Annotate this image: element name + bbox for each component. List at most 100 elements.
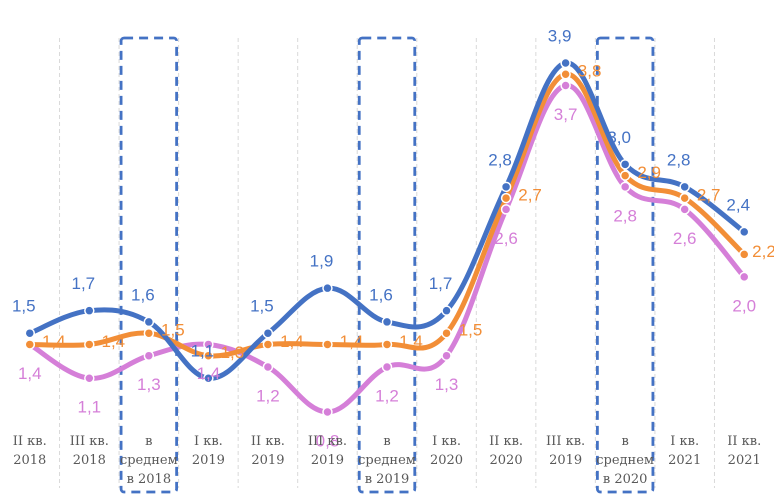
data-label-s0-9: 3,9 <box>548 26 572 45</box>
data-label-s1-2: 1,5 <box>161 321 185 340</box>
data-point-s1-5 <box>322 339 333 350</box>
data-point-s1-1 <box>84 339 95 350</box>
data-point-s1-2 <box>143 327 155 339</box>
data-point-s0-3 <box>203 372 214 384</box>
data-label-s0-1: 1,7 <box>71 274 95 293</box>
series-lines <box>27 60 747 415</box>
data-label-s2-7: 1,3 <box>435 375 459 394</box>
data-point-s2-4 <box>262 361 274 373</box>
data-label-s2-11: 2,6 <box>673 229 697 248</box>
data-label-s1-6: 1,4 <box>399 332 423 351</box>
x-tick-label-9: III кв. 2019 <box>546 434 585 468</box>
data-point-s1-6 <box>381 339 393 350</box>
data-point-s0-8 <box>500 181 512 193</box>
data-label-s0-2: 1,6 <box>131 285 155 304</box>
x-axis-tick-labels: II кв. 2018 III кв. 2018 в среднем в 2018 I кв.… <box>13 434 761 487</box>
data-point-s2-10 <box>619 181 631 193</box>
data-point-s1-4 <box>262 339 274 350</box>
data-point-s2-9 <box>560 80 571 91</box>
data-label-s2-1: 1,1 <box>77 398 101 417</box>
data-point-s0-12 <box>738 226 750 238</box>
x-tick-label-11: I кв. 2021 <box>668 434 701 468</box>
data-label-s0-6: 1,6 <box>369 285 393 304</box>
data-label-s2-4: 1,2 <box>256 386 280 405</box>
data-label-s2-2: 1,3 <box>137 375 161 394</box>
data-point-s2-6 <box>381 361 393 373</box>
data-label-s0-12: 2,4 <box>726 195 750 214</box>
data-label-s2-8: 2,6 <box>494 229 518 248</box>
data-label-s2-0: 1,4 <box>18 364 42 383</box>
x-tick-label-12: II кв. 2021 <box>727 434 761 468</box>
data-label-s1-8: 2,7 <box>518 186 542 205</box>
data-point-s2-5 <box>322 406 333 418</box>
data-point-s1-10 <box>619 170 631 181</box>
data-label-s1-4: 1,4 <box>280 332 304 351</box>
data-point-s0-11 <box>679 181 690 193</box>
data-label-s1-3: 1,3 <box>221 343 245 362</box>
data-label-s1-9: 3,8 <box>578 62 602 81</box>
series-line-0 <box>27 60 747 381</box>
data-points <box>24 57 750 418</box>
data-label-s0-11: 2,8 <box>667 150 691 169</box>
data-label-s1-12: 2,2 <box>752 242 774 261</box>
data-point-s0-6 <box>381 316 393 328</box>
data-point-s2-1 <box>84 372 95 384</box>
data-point-s0-4 <box>262 327 274 339</box>
data-label-s0-4: 1,5 <box>250 297 274 316</box>
data-point-s1-7 <box>441 327 452 339</box>
data-point-s2-11 <box>679 204 690 215</box>
x-tick-label-8: II кв. 2020 <box>489 434 523 468</box>
data-label-s0-5: 1,9 <box>310 252 334 271</box>
data-label-s2-6: 1,2 <box>375 386 399 405</box>
x-tick-label-6: в среднем в 2019 <box>358 434 416 487</box>
data-point-s1-12 <box>738 249 750 260</box>
data-point-s1-11 <box>679 192 690 204</box>
gridlines <box>59 38 715 488</box>
x-tick-label-5: III кв. 2019 <box>308 434 347 468</box>
data-point-s1-8 <box>500 192 512 204</box>
data-label-s1-10: 2,9 <box>637 163 661 182</box>
data-point-s0-2 <box>143 316 155 328</box>
data-point-s1-9 <box>560 69 571 80</box>
data-label-s1-0: 1,4 <box>42 332 66 351</box>
data-point-s2-8 <box>500 204 512 215</box>
x-tick-label-3: I кв. 2019 <box>192 434 225 468</box>
data-point-s0-9 <box>560 57 571 69</box>
data-label-s0-0: 1,5 <box>12 297 36 316</box>
data-point-s0-10 <box>619 159 631 170</box>
x-tick-label-10: в среднем в 2020 <box>596 434 654 487</box>
x-tick-label-7: I кв. 2020 <box>430 434 463 468</box>
data-label-s2-10: 2,8 <box>613 206 637 225</box>
data-label-s2-5: 0,8 <box>316 431 340 450</box>
data-point-s1-0 <box>24 339 36 350</box>
data-point-s0-7 <box>441 305 452 316</box>
data-label-s0-8: 2,8 <box>488 150 512 169</box>
highlight-box-2 <box>119 36 179 494</box>
data-point-s2-2 <box>143 350 155 361</box>
data-point-s0-1 <box>84 305 95 316</box>
highlight-boxes <box>119 36 655 494</box>
data-label-s1-7: 1,5 <box>459 321 483 340</box>
data-point-s2-7 <box>441 350 452 361</box>
data-label-s1-5: 1,4 <box>340 332 364 351</box>
data-labels: 1,5 1,7 1,6 1,1 1,5 1,9 1,6 1,7 2,8 3,9 3,0 2,8 2,4 1… <box>12 26 774 450</box>
data-label-s2-3: 1,4 <box>197 364 221 383</box>
data-label-s0-7: 1,7 <box>429 274 453 293</box>
x-tick-label-2: в среднем в 2018 <box>120 434 178 487</box>
highlight-box-6 <box>357 36 417 494</box>
data-label-s1-11: 2,7 <box>697 186 721 205</box>
data-point-s2-12 <box>738 271 750 283</box>
x-tick-label-1: III кв. 2018 <box>70 434 109 468</box>
data-label-s0-10: 3,0 <box>607 128 631 147</box>
data-point-s0-5 <box>322 282 333 294</box>
data-point-s2-3 <box>203 339 214 350</box>
data-label-s1-1: 1,4 <box>101 332 125 351</box>
data-label-s2-12: 2,0 <box>732 296 756 315</box>
data-label-s0-3: 1,1 <box>191 342 215 361</box>
x-tick-label-4: II кв. 2019 <box>251 434 285 468</box>
x-tick-label-0: II кв. 2018 <box>13 434 47 468</box>
data-point-s0-0 <box>24 327 36 339</box>
data-point-s1-3 <box>203 350 214 361</box>
data-label-s2-9: 3,7 <box>554 105 578 124</box>
